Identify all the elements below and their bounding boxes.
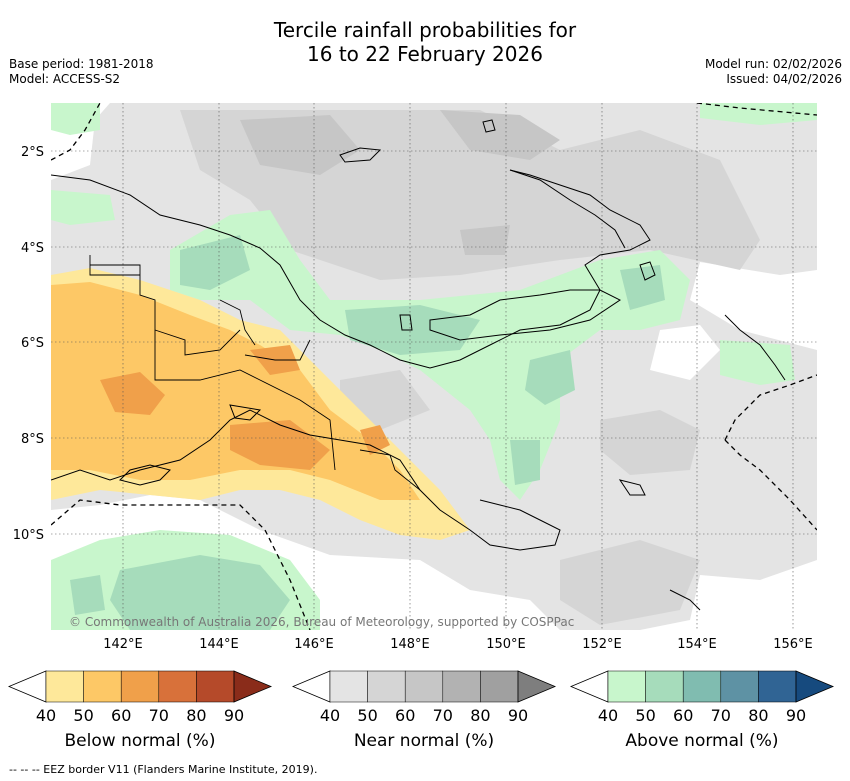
colorbar-tick-label: 60 [673, 706, 693, 725]
colorbar-below-high-arrow [233, 670, 273, 703]
lon-label: 156°E [773, 637, 813, 652]
colorbar-near-segment [367, 670, 406, 703]
meta-right: Model run: 02/02/2026 Issued: 04/02/2026 [705, 57, 842, 87]
colorbar-tick-label: 90 [508, 706, 528, 725]
colorbar-near-segment [442, 670, 481, 703]
colorbar-tick-label: 50 [635, 706, 655, 725]
lon-label: 146°E [294, 637, 334, 652]
colorbar-tick-label: 40 [598, 706, 618, 725]
colorbar-above-segment [645, 670, 684, 703]
colorbar-above-segment [607, 670, 646, 703]
lon-label: 148°E [390, 637, 430, 652]
colorbar-tick-label: 70 [711, 706, 731, 725]
colorbar-below-segment [120, 670, 160, 703]
title-line-1: Tercile rainfall probabilities for [273, 18, 577, 42]
colorbar-tick-label: 60 [111, 706, 131, 725]
meta-left: Base period: 1981-2018 Model: ACCESS-S2 [9, 57, 154, 87]
coastlines [51, 119, 786, 611]
lon-label: 144°E [199, 637, 239, 652]
legend-label-above: Above normal (%) [625, 731, 779, 751]
colorbar-near-high-arrow [517, 670, 557, 703]
lat-label: 10°S [13, 528, 44, 543]
legend-label-near: Near normal (%) [353, 731, 495, 751]
colorbar-tick-label: 90 [786, 706, 806, 725]
colorbar-below-low-arrow [7, 670, 47, 703]
colorbar-tick-label: 60 [395, 706, 415, 725]
colorbar-tick-label: 80 [470, 706, 490, 725]
lon-label: 150°E [486, 637, 526, 652]
footnote: -- -- -- EEZ border V11 (Flanders Marine… [9, 763, 318, 776]
lon-label: 154°E [677, 637, 717, 652]
colorbar-above-high-arrow [795, 670, 835, 703]
issued-date: Issued: 04/02/2026 [726, 72, 842, 86]
title-line-2: 16 to 22 February 2026 [307, 42, 543, 66]
colorbar-above-low-arrow [569, 670, 609, 703]
province-borders [89, 255, 421, 491]
colorbar-below-segment [158, 670, 197, 703]
copyright-text: © Commonwealth of Australia 2026, Bureau… [69, 615, 574, 629]
colorbar-above-segment [682, 670, 722, 703]
colorbar-near-segment [404, 670, 444, 703]
legend-label-below: Below normal (%) [64, 731, 216, 751]
map-title: Tercile rainfall probabilities for 16 to… [0, 18, 850, 66]
base-period: Base period: 1981-2018 [9, 57, 154, 71]
colorbar-near-segment [329, 670, 368, 703]
model-run: Model run: 02/02/2026 [704, 57, 842, 71]
colorbar-tick-label: 50 [73, 706, 93, 725]
lon-labels: 142°E 144°E 146°E 148°E 150°E 152°E 154°… [103, 637, 813, 652]
colorbar-tick-label: 90 [224, 706, 244, 725]
colorbars: 40 50 60 70 80 90 40 50 60 70 80 90 40 50 60 70 80 90 [7, 670, 835, 725]
lat-label: 4°S [21, 241, 44, 256]
colorbar-tick-label: 70 [433, 706, 453, 725]
lat-labels: 2°S 4°S 6°S 8°S 10°S [13, 145, 44, 543]
colorbar-tick-label: 40 [36, 706, 56, 725]
lat-label: 8°S [21, 432, 44, 447]
colorbar-above-segment [720, 670, 759, 703]
lon-label: 152°E [582, 637, 622, 652]
colorbar-above-segment [758, 670, 797, 703]
lat-label: 2°S [21, 145, 44, 160]
colorbar-tick-label: 70 [149, 706, 169, 725]
colorbar-tick-label: 40 [320, 706, 340, 725]
lon-label: 142°E [103, 637, 143, 652]
colorbar-below-segment [45, 670, 84, 703]
map-panel [51, 103, 817, 630]
colorbar-tick-label: 50 [357, 706, 377, 725]
colorbar-below-segment [196, 670, 235, 703]
colorbar-near-low-arrow [291, 670, 331, 703]
colorbar-tick-label: 80 [748, 706, 768, 725]
model-name: Model: ACCESS-S2 [9, 72, 121, 86]
lat-label: 6°S [21, 336, 44, 351]
eez-borders [51, 103, 817, 630]
colorbar-near-segment [480, 670, 519, 703]
colorbar-below-segment [83, 670, 122, 703]
colorbar-tick-label: 80 [186, 706, 206, 725]
